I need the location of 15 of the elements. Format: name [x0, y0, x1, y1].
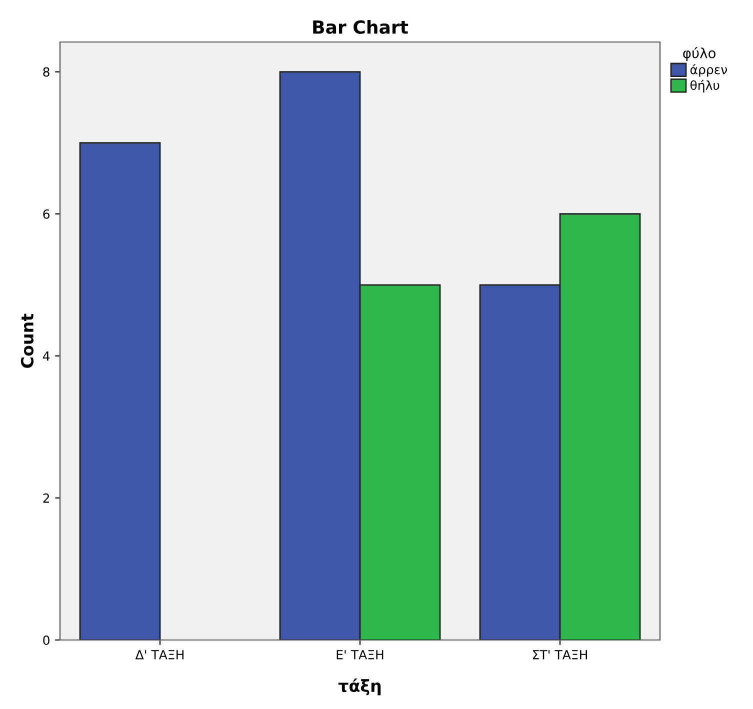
legend-label: άρρεν: [690, 64, 728, 77]
x-tick-label: Ε' ΤΑΞΗ: [336, 650, 384, 660]
x-tick-label: ΣΤ' ΤΑΞΗ: [533, 650, 587, 660]
y-tick-label: 2: [43, 493, 50, 503]
legend-label: θήλυ: [690, 80, 720, 92]
legend-title: φύλο: [683, 47, 716, 61]
y-axis-title: Count: [20, 314, 34, 368]
y-tick-label: 6: [43, 209, 50, 219]
x-axis-title: τάξη: [338, 678, 381, 696]
y-tick-label: 0: [43, 635, 50, 645]
y-tick-label: 4: [42, 352, 50, 361]
chart-title: Bar Chart: [313, 20, 408, 34]
x-tick-label: Δ' ΤΑΞΗ: [135, 650, 184, 660]
bar: [79, 142, 161, 640]
y-tick-label: 8: [43, 67, 50, 77]
